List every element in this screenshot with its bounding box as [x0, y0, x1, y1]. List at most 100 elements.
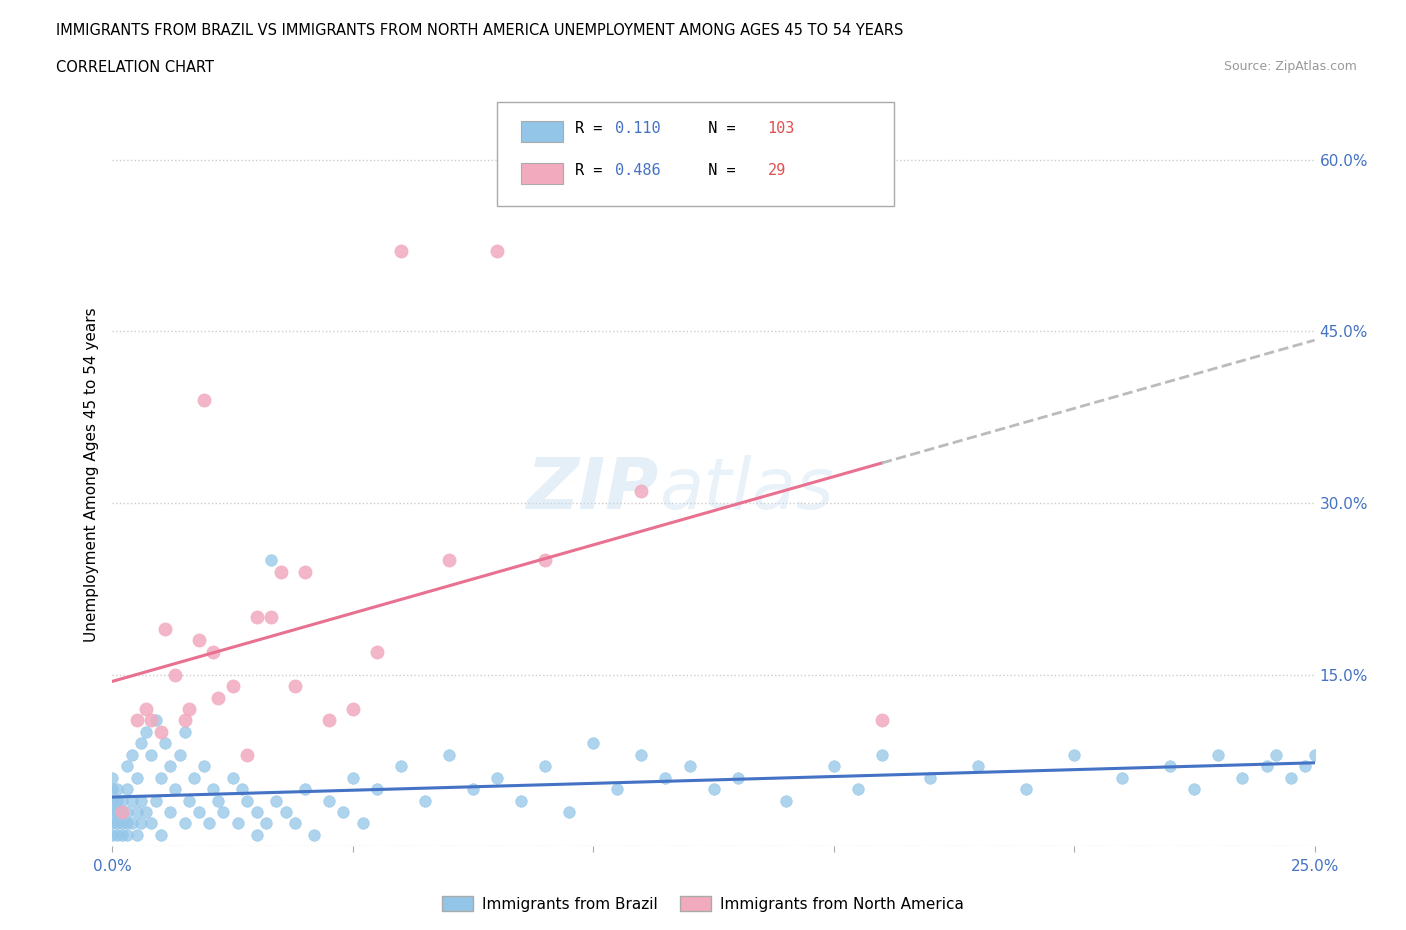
Point: [274, 804, 297, 819]
Point: [163, 781, 186, 796]
Point: [101, 793, 124, 808]
Point: [1279, 770, 1302, 785]
Point: [135, 724, 157, 739]
Point: [145, 793, 167, 808]
Point: [101, 781, 124, 796]
Point: [121, 816, 143, 830]
Point: [149, 828, 172, 843]
Point: [284, 679, 307, 694]
Point: [630, 748, 652, 763]
Point: [342, 701, 364, 716]
Point: [207, 793, 229, 808]
Point: [115, 828, 138, 843]
Point: [125, 770, 148, 785]
Point: [870, 713, 893, 728]
Point: [155, 621, 177, 636]
Point: [366, 781, 388, 796]
Point: [284, 816, 307, 830]
Text: R =: R =: [575, 164, 612, 179]
Point: [1063, 748, 1085, 763]
Text: IMMIGRANTS FROM BRAZIL VS IMMIGRANTS FROM NORTH AMERICA UNEMPLOYMENT AMONG AGES : IMMIGRANTS FROM BRAZIL VS IMMIGRANTS FRO…: [56, 23, 904, 38]
Point: [131, 736, 153, 751]
Point: [179, 701, 201, 716]
Point: [1184, 781, 1206, 796]
Point: [1159, 759, 1181, 774]
Point: [366, 644, 388, 659]
Point: [342, 770, 364, 785]
Point: [389, 759, 412, 774]
Point: [236, 748, 259, 763]
Point: [101, 770, 124, 785]
Text: R =: R =: [575, 121, 612, 136]
Point: [111, 804, 134, 819]
Point: [159, 804, 181, 819]
Point: [202, 781, 225, 796]
Point: [654, 770, 676, 785]
Point: [1294, 759, 1316, 774]
Point: [173, 713, 195, 728]
Point: [115, 804, 138, 819]
Point: [163, 667, 186, 682]
Point: [131, 816, 153, 830]
Point: [727, 770, 749, 785]
Point: [135, 701, 157, 716]
Point: [202, 644, 225, 659]
FancyBboxPatch shape: [522, 164, 564, 184]
Point: [101, 804, 124, 819]
Point: [111, 828, 134, 843]
Point: [105, 781, 128, 796]
Point: [558, 804, 581, 819]
Point: [437, 748, 460, 763]
Point: [318, 793, 340, 808]
Point: [270, 565, 292, 579]
Point: [101, 828, 124, 843]
Point: [1265, 748, 1288, 763]
Point: [111, 816, 134, 830]
Point: [630, 484, 652, 498]
Point: [294, 565, 316, 579]
Point: [149, 724, 172, 739]
Point: [121, 793, 143, 808]
Text: 0.486: 0.486: [614, 164, 661, 179]
Point: [222, 770, 245, 785]
Point: [918, 770, 941, 785]
Point: [254, 816, 277, 830]
Point: [231, 781, 253, 796]
Point: [105, 828, 128, 843]
Point: [169, 748, 191, 763]
Y-axis label: Unemployment Among Ages 45 to 54 years: Unemployment Among Ages 45 to 54 years: [84, 307, 100, 642]
Point: [967, 759, 990, 774]
Point: [246, 610, 269, 625]
Point: [870, 748, 893, 763]
Point: [1015, 781, 1038, 796]
Point: [606, 781, 628, 796]
Point: [125, 828, 148, 843]
Point: [105, 816, 128, 830]
Point: [135, 804, 157, 819]
Point: [246, 804, 269, 819]
Point: [236, 793, 259, 808]
Point: [149, 770, 172, 785]
Point: [294, 781, 316, 796]
Point: [155, 736, 177, 751]
Point: [188, 632, 211, 647]
FancyBboxPatch shape: [522, 121, 564, 141]
Point: [139, 748, 162, 763]
Point: [173, 724, 195, 739]
Point: [260, 610, 283, 625]
Point: [111, 793, 134, 808]
Point: [260, 552, 283, 567]
Point: [115, 781, 138, 796]
Point: [159, 759, 181, 774]
FancyBboxPatch shape: [498, 102, 894, 206]
Point: [304, 828, 326, 843]
Point: [125, 804, 148, 819]
Point: [1232, 770, 1254, 785]
Point: [222, 679, 245, 694]
Text: 103: 103: [768, 121, 794, 136]
Point: [173, 816, 195, 830]
Text: ZIP: ZIP: [527, 455, 659, 524]
Point: [121, 748, 143, 763]
Point: [131, 793, 153, 808]
Point: [197, 816, 219, 830]
